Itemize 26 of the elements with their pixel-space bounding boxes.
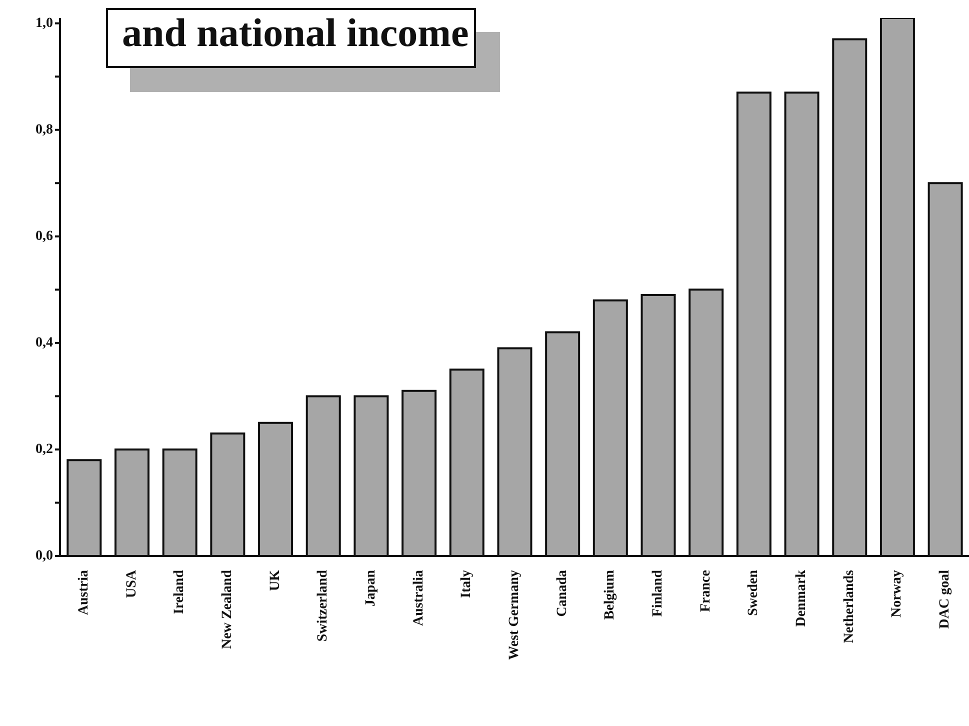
x-tick-label: Netherlands [842, 569, 857, 644]
chart-title: and national income [106, 8, 476, 68]
x-tick-label: Ireland [172, 570, 188, 614]
x-tick-label: UK [268, 570, 283, 591]
y-tick-label: 0,4 [36, 335, 53, 350]
x-tick-label: Norway [890, 570, 905, 618]
x-tick-label: Finland [650, 570, 666, 617]
x-tick-label: Japan [363, 570, 378, 607]
x-tick-label: USA [124, 569, 140, 598]
x-tick-label: Sweden [746, 570, 762, 616]
x-tick-label: Canada [554, 570, 570, 617]
x-tick-label: France [698, 570, 714, 612]
x-tick-label: Italy [459, 570, 474, 598]
x-tick-label: Belgium [602, 570, 618, 620]
x-tick-label: New Zealand [220, 570, 235, 649]
y-tick-label: 0,8 [36, 122, 53, 138]
x-tick-label: Denmark [794, 570, 810, 627]
x-tick-label: DAC goal [938, 570, 953, 629]
y-tick-label: 0,2 [36, 442, 53, 457]
x-tick-label: Australia [411, 570, 426, 626]
y-tick-label: 0,0 [36, 548, 53, 564]
x-tick-label: West Germany [507, 570, 522, 660]
x-tick-label: Switzerland [316, 570, 331, 642]
y-tick-label: 1,0 [36, 16, 53, 31]
y-tick-label: 0,6 [36, 228, 53, 244]
x-tick-label: Austria [76, 570, 92, 616]
